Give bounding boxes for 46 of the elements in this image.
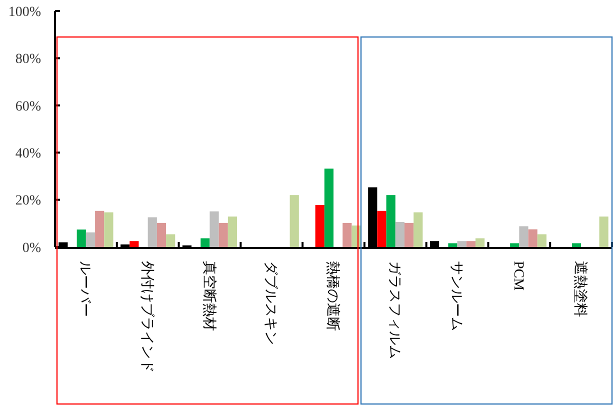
x-tick-label: ガラスフィルム — [386, 261, 402, 359]
bar — [342, 222, 352, 247]
bar — [377, 210, 386, 247]
bar — [404, 222, 414, 247]
bar — [414, 212, 423, 247]
bar — [95, 210, 104, 247]
bar — [228, 216, 238, 247]
bar — [599, 216, 608, 247]
x-tick-label: サンルーム — [448, 261, 464, 331]
x-tick-label: ルーバー — [77, 261, 92, 317]
bar — [86, 232, 96, 247]
x-tick-label: 外付けブラインド — [138, 261, 155, 373]
bar — [156, 222, 166, 247]
bar — [148, 217, 157, 247]
bar — [290, 195, 299, 247]
y-tick-label: 0% — [22, 240, 42, 256]
x-tick-label: ダブルスキン — [262, 261, 279, 345]
bar — [519, 226, 528, 247]
bar — [457, 241, 466, 247]
y-tick-label: 100% — [8, 4, 42, 20]
bar — [324, 168, 334, 247]
bar — [200, 238, 210, 247]
bar — [130, 241, 139, 247]
bar — [166, 234, 176, 247]
bar — [76, 230, 86, 247]
y-tick-label: 60% — [15, 99, 42, 114]
x-tick-label: 熱橋の遮断 — [324, 261, 341, 331]
y-tick-label: 20% — [15, 194, 42, 209]
bar — [528, 229, 538, 247]
bar — [210, 211, 219, 247]
bar — [386, 195, 396, 247]
bar — [448, 243, 458, 247]
bar — [218, 222, 228, 247]
x-tick-label: 真空断熱材 — [200, 261, 217, 331]
x-tick-label: PCM — [510, 261, 526, 292]
bar — [537, 234, 546, 247]
bar — [466, 241, 476, 247]
bar — [572, 243, 582, 247]
y-tick-label: 80% — [15, 52, 42, 68]
bar — [510, 243, 520, 247]
y-tick-label: 40% — [15, 146, 42, 162]
x-tick-label: 遮熱塗料 — [572, 261, 588, 317]
bar — [475, 238, 485, 247]
bar — [315, 204, 324, 247]
bar — [104, 212, 114, 247]
bar — [395, 222, 404, 247]
